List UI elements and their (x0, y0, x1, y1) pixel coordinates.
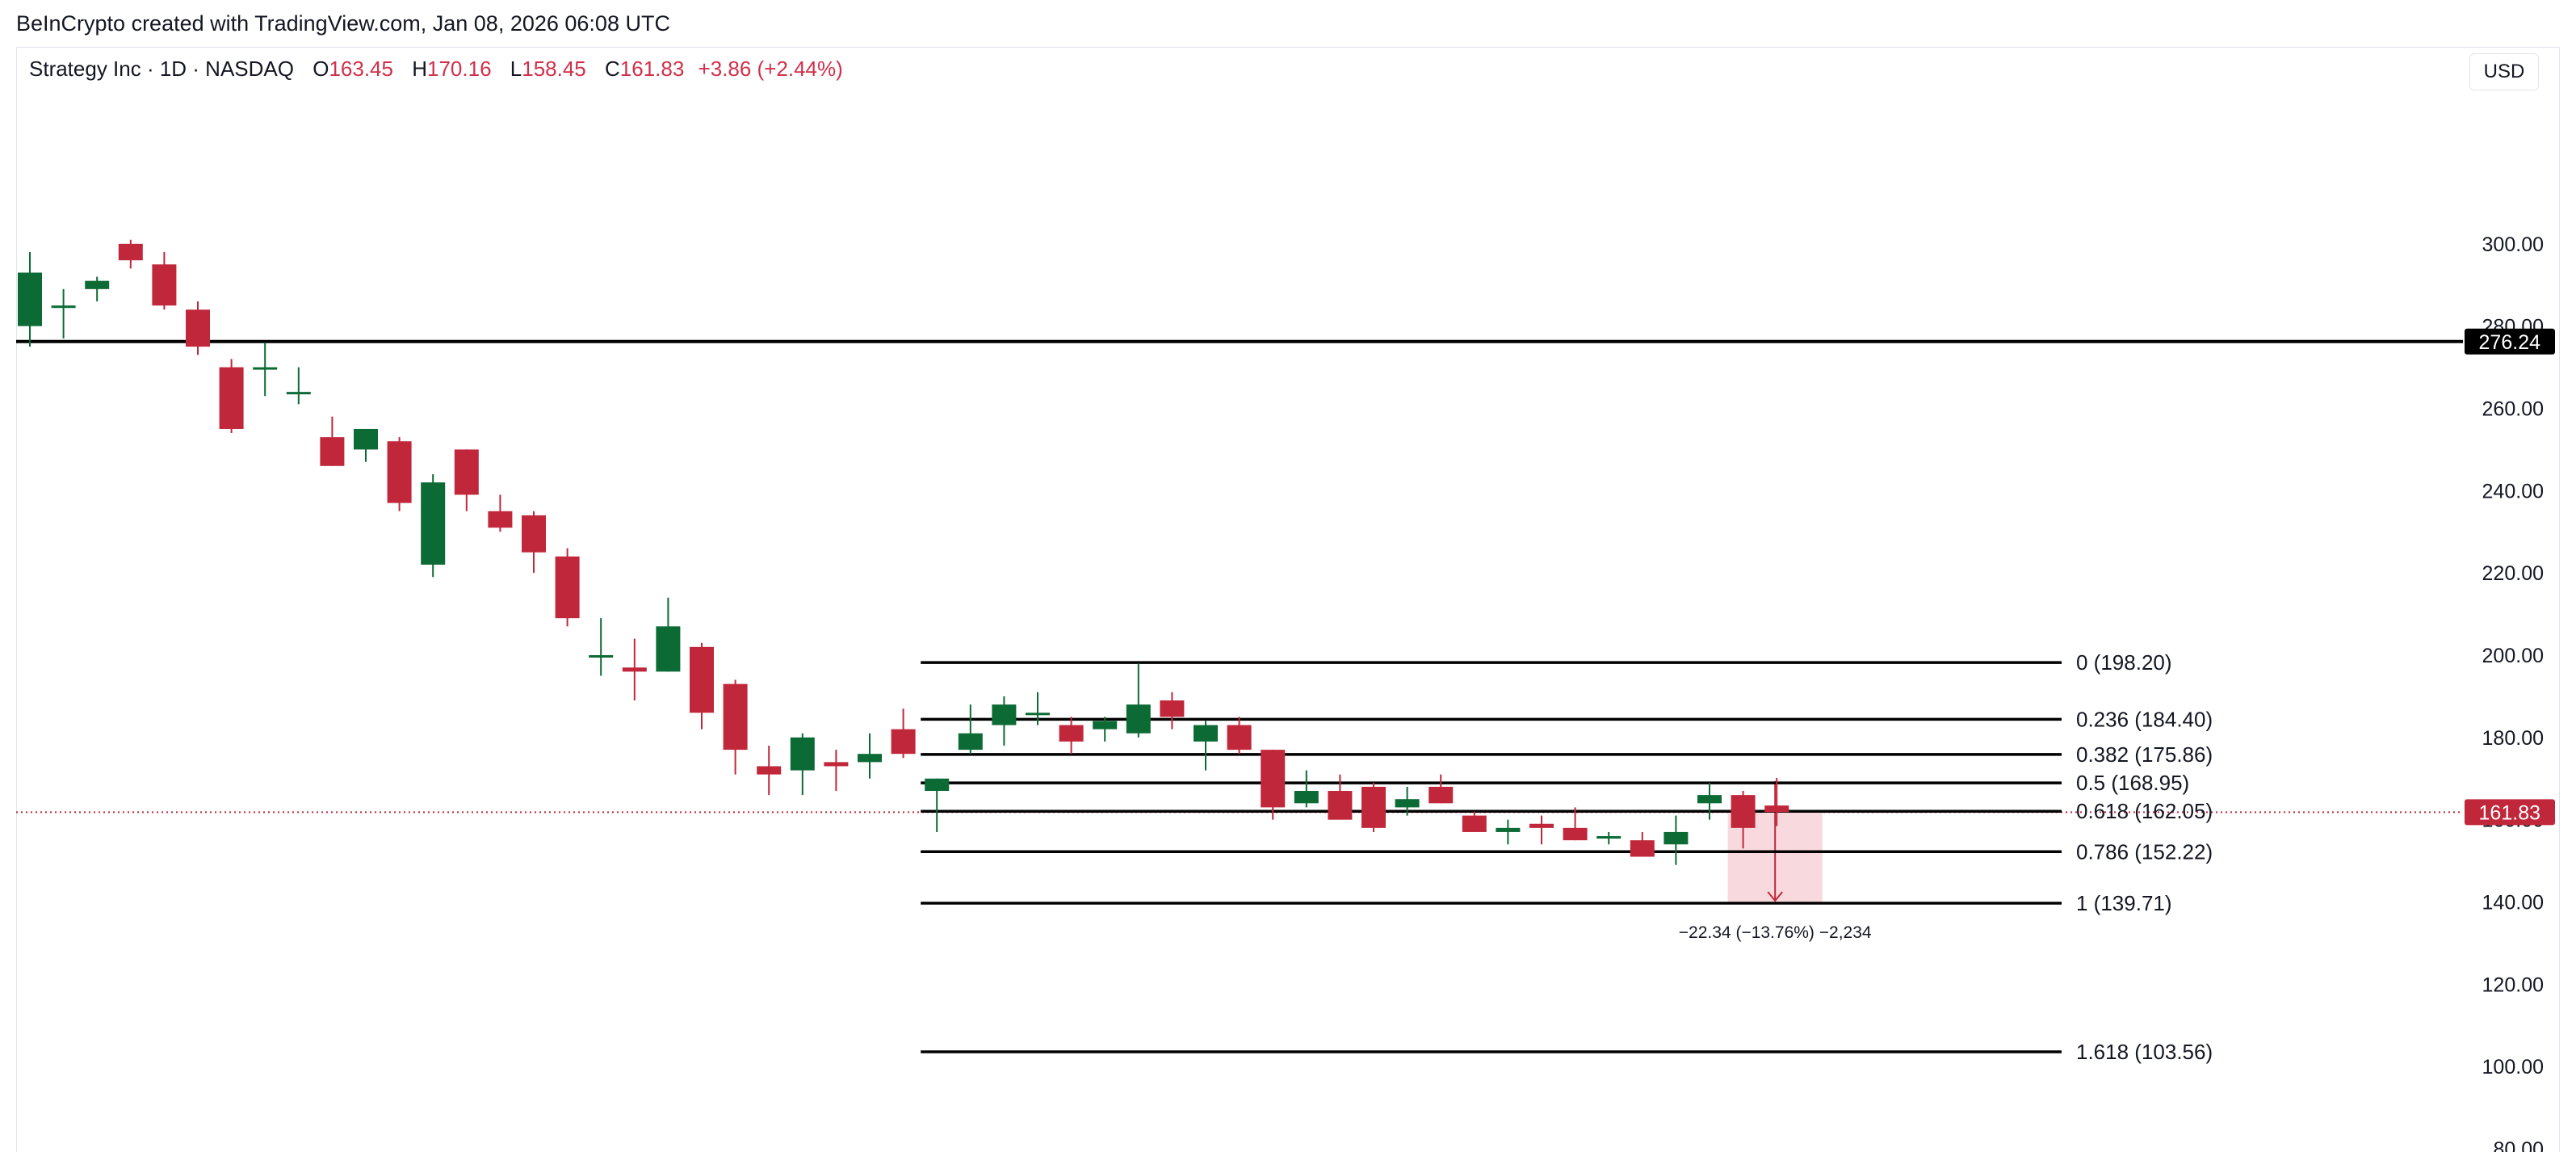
candle-body (1395, 799, 1420, 808)
candle-body (18, 272, 42, 326)
fib-level-label: 0.236 (184.40) (2076, 707, 2213, 731)
candle-body (1596, 836, 1622, 839)
change-value: +3.86 (+2.44%) (698, 57, 843, 81)
candle-body (1093, 721, 1118, 729)
candle-body (958, 733, 983, 750)
close-value: 161.83 (619, 57, 685, 81)
candle-body (354, 428, 378, 450)
candle-body (589, 655, 614, 658)
price-tags: 276.24 161.83 (2465, 328, 2555, 826)
candle-body (1026, 713, 1050, 716)
y-tick-label: 100.00 (2482, 1056, 2544, 1078)
candle-body (622, 667, 647, 672)
candle-body (824, 762, 849, 767)
price-axis[interactable]: 300.00280.00260.00240.00220.00200.00180.… (2482, 233, 2544, 1152)
candle-body (1462, 815, 1487, 832)
candle-body (387, 441, 412, 503)
open-value: 163.45 (329, 57, 393, 81)
candle-body (454, 449, 479, 495)
candle-body (1697, 795, 1722, 804)
fib-level-label: 1.618 (103.56) (2076, 1040, 2213, 1064)
candle-body (757, 766, 782, 775)
fib-level-label: 1 (139.71) (2076, 891, 2172, 915)
fibonacci-retracement[interactable]: 0 (198.20) 0.236 (184.40) 0.382 (175.86) 0.… (921, 650, 2213, 1064)
candle-body (790, 737, 815, 771)
candle-body (85, 280, 110, 289)
candle-body (1496, 827, 1521, 832)
candle-body (1429, 786, 1454, 804)
fib-level-label: 0 (198.20) (2076, 650, 2172, 675)
resistance-price-tag-bg (2465, 328, 2555, 355)
candle-body (555, 556, 580, 619)
y-tick-label: 260.00 (2482, 398, 2544, 421)
candle-body (152, 264, 177, 306)
candle-body (1294, 791, 1319, 804)
fib-level-label: 0.5 (168.95) (2076, 771, 2189, 795)
candle-body (858, 754, 882, 763)
chart-pane[interactable] (16, 47, 2560, 1152)
y-tick-label: 80.00 (2493, 1138, 2544, 1152)
candle-body (1328, 791, 1353, 820)
candle-body (925, 778, 950, 792)
candle-body (656, 626, 681, 672)
fib-level-label: 0.382 (175.86) (2076, 742, 2213, 767)
close-label: C (605, 57, 620, 81)
candle-body (1731, 795, 1756, 828)
candle-body (186, 309, 210, 347)
candle-body (992, 704, 1017, 725)
candle-body (1194, 725, 1218, 742)
candlesticks (18, 239, 1789, 865)
high-label: H (412, 57, 427, 81)
y-tick-label: 240.00 (2482, 480, 2544, 502)
last-price-tag-bg (2465, 799, 2555, 826)
candle-body (891, 729, 916, 755)
measure-label: −22.34 (−13.76%) −2,234 (1679, 923, 1872, 942)
top-bar: BeInCrypto created with TradingView.com,… (0, 0, 2576, 47)
y-tick-label: 180.00 (2482, 727, 2544, 750)
horizontal-lines (16, 339, 2463, 814)
low-label: L (510, 57, 522, 81)
candle-body (1126, 704, 1151, 734)
last-price-tag-text: 161.83 (2479, 801, 2540, 824)
candle-body (1764, 805, 1789, 813)
candle-body (286, 392, 311, 395)
symbol-legend: Strategy Inc · 1D · NASDAQ O163.45 H170.… (29, 57, 843, 82)
candle-body (488, 511, 513, 528)
candle-body (690, 646, 714, 713)
y-tick-label: 120.00 (2482, 973, 2544, 996)
high-value: 170.16 (427, 57, 492, 81)
y-tick-label: 140.00 (2482, 892, 2544, 914)
candle-body (421, 482, 446, 565)
measure-tool[interactable]: −22.34 (−13.76%) −2,234 (1679, 780, 1872, 942)
open-label: O (313, 57, 329, 81)
candle-body (1059, 725, 1084, 742)
low-value: 158.45 (522, 57, 586, 81)
y-tick-label: 200.00 (2482, 645, 2544, 667)
y-tick-label: 300.00 (2482, 233, 2544, 256)
fib-level-label: 0.786 (152.22) (2076, 839, 2213, 864)
fib-level-label: 0.618 (162.05) (2076, 799, 2213, 823)
measure-arrow-head (1767, 891, 1783, 902)
candle-body (522, 515, 546, 553)
candle-body (1261, 750, 1286, 808)
candle-body (1160, 700, 1185, 717)
candle-body (1630, 840, 1655, 857)
candle-body (118, 243, 143, 261)
credit-text: BeInCrypto created with TradingView.com,… (16, 11, 670, 36)
currency-button[interactable]: USD (2469, 53, 2539, 90)
candle-body (1227, 725, 1252, 750)
candle-body (1529, 823, 1554, 828)
symbol-name: Strategy Inc · 1D · NASDAQ (29, 57, 294, 81)
candle-body (723, 683, 748, 750)
resistance-price-tag-text: 276.24 (2479, 331, 2541, 354)
y-tick-label: 220.00 (2482, 562, 2544, 585)
candle-body (1563, 827, 1588, 841)
candle-body (320, 437, 345, 466)
candle-body (1361, 786, 1386, 828)
candle-body (1663, 831, 1689, 845)
candle-body (253, 367, 278, 370)
candle-body (51, 305, 76, 309)
candle-body (219, 367, 244, 429)
